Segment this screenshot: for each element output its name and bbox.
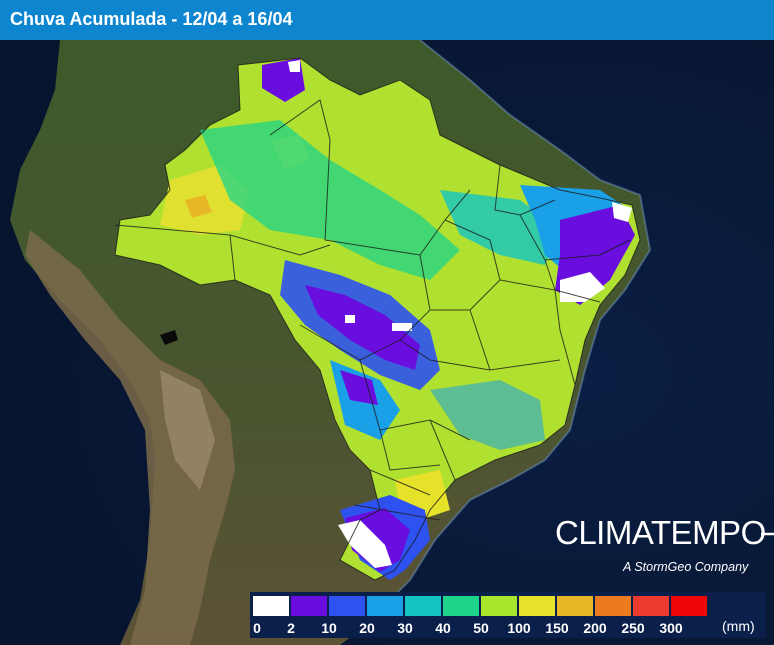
andes-highlands — [160, 370, 215, 490]
legend-swatch — [557, 596, 593, 616]
legend-swatch — [253, 596, 289, 616]
rain-band-green — [200, 120, 460, 280]
rain-band-cyan — [430, 380, 545, 450]
title-bar: Chuva Acumulada - 12/04 a 16/04 — [0, 0, 774, 41]
legend-swatch — [443, 596, 479, 616]
andes-region — [25, 230, 235, 645]
coastline — [359, 39, 652, 631]
legend-label: 150 — [545, 620, 569, 636]
legend-swatch — [405, 596, 441, 616]
rain-cell-white — [345, 315, 355, 323]
legend-swatch — [671, 596, 707, 616]
map-canvas — [0, 39, 774, 645]
legend-swatch — [633, 596, 669, 616]
legend-label: 30 — [397, 620, 413, 636]
brand-tagline: A StormGeo Company — [623, 560, 749, 574]
state-boundaries — [114, 57, 641, 581]
legend-swatch — [481, 596, 517, 616]
legend-label: 20 — [359, 620, 375, 636]
legend-swatch — [367, 596, 403, 616]
legend-unit: (mm) — [722, 618, 755, 634]
rain-band-orange — [185, 195, 212, 218]
legend-swatch — [595, 596, 631, 616]
legend-label: 250 — [621, 620, 645, 636]
rain-band-white — [338, 520, 392, 568]
legend-label: 200 — [583, 620, 607, 636]
legend-labels: 0 2 10 20 30 40 50 100 150 200 250 300 — [250, 618, 766, 638]
rain-band-white — [612, 202, 632, 222]
legend-swatch — [291, 596, 327, 616]
legend-panel: 0 2 10 20 30 40 50 100 150 200 250 300 (mm) — [250, 592, 766, 638]
rain-cell-white — [392, 323, 412, 331]
legend-swatch — [519, 596, 555, 616]
map-title: Chuva Acumulada - 12/04 a 16/04 — [10, 9, 293, 29]
legend-label: 10 — [321, 620, 337, 636]
legend-label: 2 — [287, 620, 295, 636]
legend-label: 0 — [253, 620, 261, 636]
rainfall-field — [115, 58, 640, 580]
rain-band-white — [288, 60, 300, 72]
rain-band-purple — [305, 285, 420, 370]
map-view — [0, 39, 774, 645]
lake — [160, 330, 178, 345]
legend-label: 50 — [473, 620, 489, 636]
legend-label: 40 — [435, 620, 451, 636]
rain-band-green — [440, 190, 560, 265]
legend-swatch — [329, 596, 365, 616]
logo-arrow-icon — [761, 532, 774, 536]
legend-label: 100 — [507, 620, 531, 636]
legend-color-scale — [253, 596, 709, 616]
rain-band-purple — [340, 370, 378, 405]
legend-label: 300 — [659, 620, 683, 636]
brand-name: CLIMATEMPO — [555, 514, 766, 551]
brand-logo: CLIMATEMPO A StormGeo Company — [555, 514, 774, 574]
